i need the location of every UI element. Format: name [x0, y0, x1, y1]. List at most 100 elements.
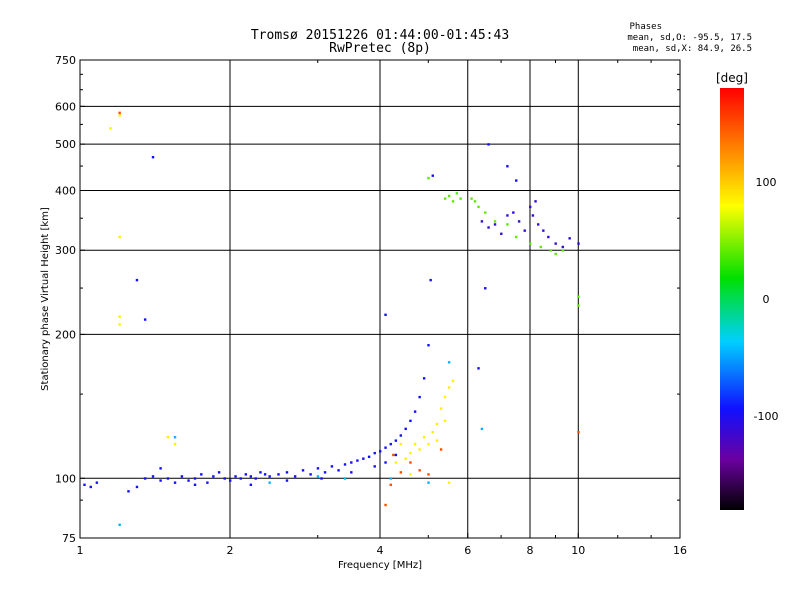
data-point	[330, 465, 334, 468]
data-point	[517, 220, 521, 223]
data-point	[362, 457, 365, 460]
data-point	[389, 442, 392, 446]
data-point	[539, 245, 542, 249]
data-point	[83, 483, 86, 487]
x-tick-label: 16	[673, 544, 687, 557]
colorbar-label: [deg]	[716, 71, 748, 85]
x-tick-label: 6	[464, 544, 471, 557]
chart-subtitle: RwPretec (8p)	[329, 41, 431, 56]
data-point	[429, 278, 432, 282]
data-point	[506, 214, 509, 217]
data-point	[427, 344, 430, 347]
colorbar	[720, 88, 744, 510]
data-point	[493, 220, 497, 223]
x-tick-label: 2	[227, 544, 234, 557]
data-point	[484, 287, 487, 290]
data-point	[127, 490, 130, 493]
data-point	[459, 197, 462, 200]
data-point	[439, 407, 443, 410]
data-point	[409, 451, 412, 455]
data-point	[523, 229, 526, 232]
data-point	[118, 523, 121, 527]
data-point	[193, 483, 197, 487]
data-point	[418, 448, 421, 451]
data-point	[151, 475, 155, 478]
data-point	[512, 211, 515, 214]
data-point	[118, 114, 121, 117]
data-point	[418, 395, 421, 399]
data-point	[379, 450, 382, 453]
data-point	[180, 475, 184, 478]
data-point	[350, 461, 353, 464]
data-point	[409, 473, 412, 476]
x-axis-label: Frequency [MHz]	[338, 560, 422, 571]
x-tick-label: 4	[377, 544, 384, 557]
data-point	[435, 439, 439, 442]
data-point	[394, 439, 398, 442]
data-point	[399, 471, 403, 474]
data-point	[187, 479, 190, 482]
y-tick-label: 75	[62, 532, 76, 545]
data-point	[135, 485, 139, 489]
data-point	[431, 430, 434, 434]
chart-title: Tromsø 20151226 01:44:00-01:45:43	[250, 28, 510, 43]
stats-heading: Phases	[629, 22, 662, 32]
data-point	[500, 232, 503, 235]
data-point	[477, 367, 480, 370]
data-point	[484, 211, 487, 214]
data-point	[239, 477, 242, 480]
y-axis: 75 100 200 300 400 500 600 750	[55, 54, 680, 545]
y-tick-label: 600	[55, 100, 76, 113]
data-point	[249, 475, 253, 478]
data-point	[109, 127, 112, 130]
data-point	[166, 477, 170, 480]
data-point	[143, 477, 147, 480]
data-point	[447, 481, 451, 484]
data-points	[83, 111, 580, 527]
data-point	[268, 481, 271, 484]
data-point	[206, 481, 209, 484]
data-point	[422, 377, 426, 380]
data-point	[431, 174, 434, 177]
stats-line-o: mean, sd,O: -95.5, 17.5	[627, 33, 752, 43]
data-point	[451, 200, 455, 203]
x-tick-label: 10	[571, 544, 585, 557]
data-point	[159, 467, 162, 470]
y-tick-label: 750	[55, 54, 76, 67]
data-point	[447, 194, 451, 198]
data-point	[285, 471, 289, 474]
data-point	[549, 249, 553, 252]
data-point	[343, 463, 347, 466]
data-point	[399, 434, 403, 437]
data-point	[384, 446, 387, 449]
data-point	[193, 477, 197, 480]
data-point	[404, 457, 407, 460]
data-point	[384, 461, 387, 464]
data-point	[443, 395, 447, 399]
data-point	[531, 214, 535, 217]
data-point	[212, 475, 215, 478]
data-point	[394, 461, 398, 464]
data-point	[427, 442, 430, 446]
data-point	[343, 477, 347, 480]
y-tick-label: 400	[55, 184, 76, 197]
data-point	[435, 422, 439, 426]
data-point	[506, 165, 509, 168]
data-point	[422, 435, 426, 439]
data-point	[118, 111, 121, 115]
data-point	[118, 323, 121, 326]
data-point	[200, 473, 203, 476]
data-point	[309, 473, 312, 476]
colorbar-tick-label: 0	[763, 293, 770, 306]
x-tick-label: 1	[77, 544, 84, 557]
data-point	[413, 442, 417, 446]
data-point	[399, 442, 403, 446]
data-point	[506, 223, 509, 226]
data-point	[547, 235, 550, 239]
data-point	[143, 318, 147, 321]
data-point	[268, 475, 271, 478]
data-point	[477, 205, 480, 209]
data-point	[447, 361, 451, 364]
data-point	[487, 226, 490, 229]
